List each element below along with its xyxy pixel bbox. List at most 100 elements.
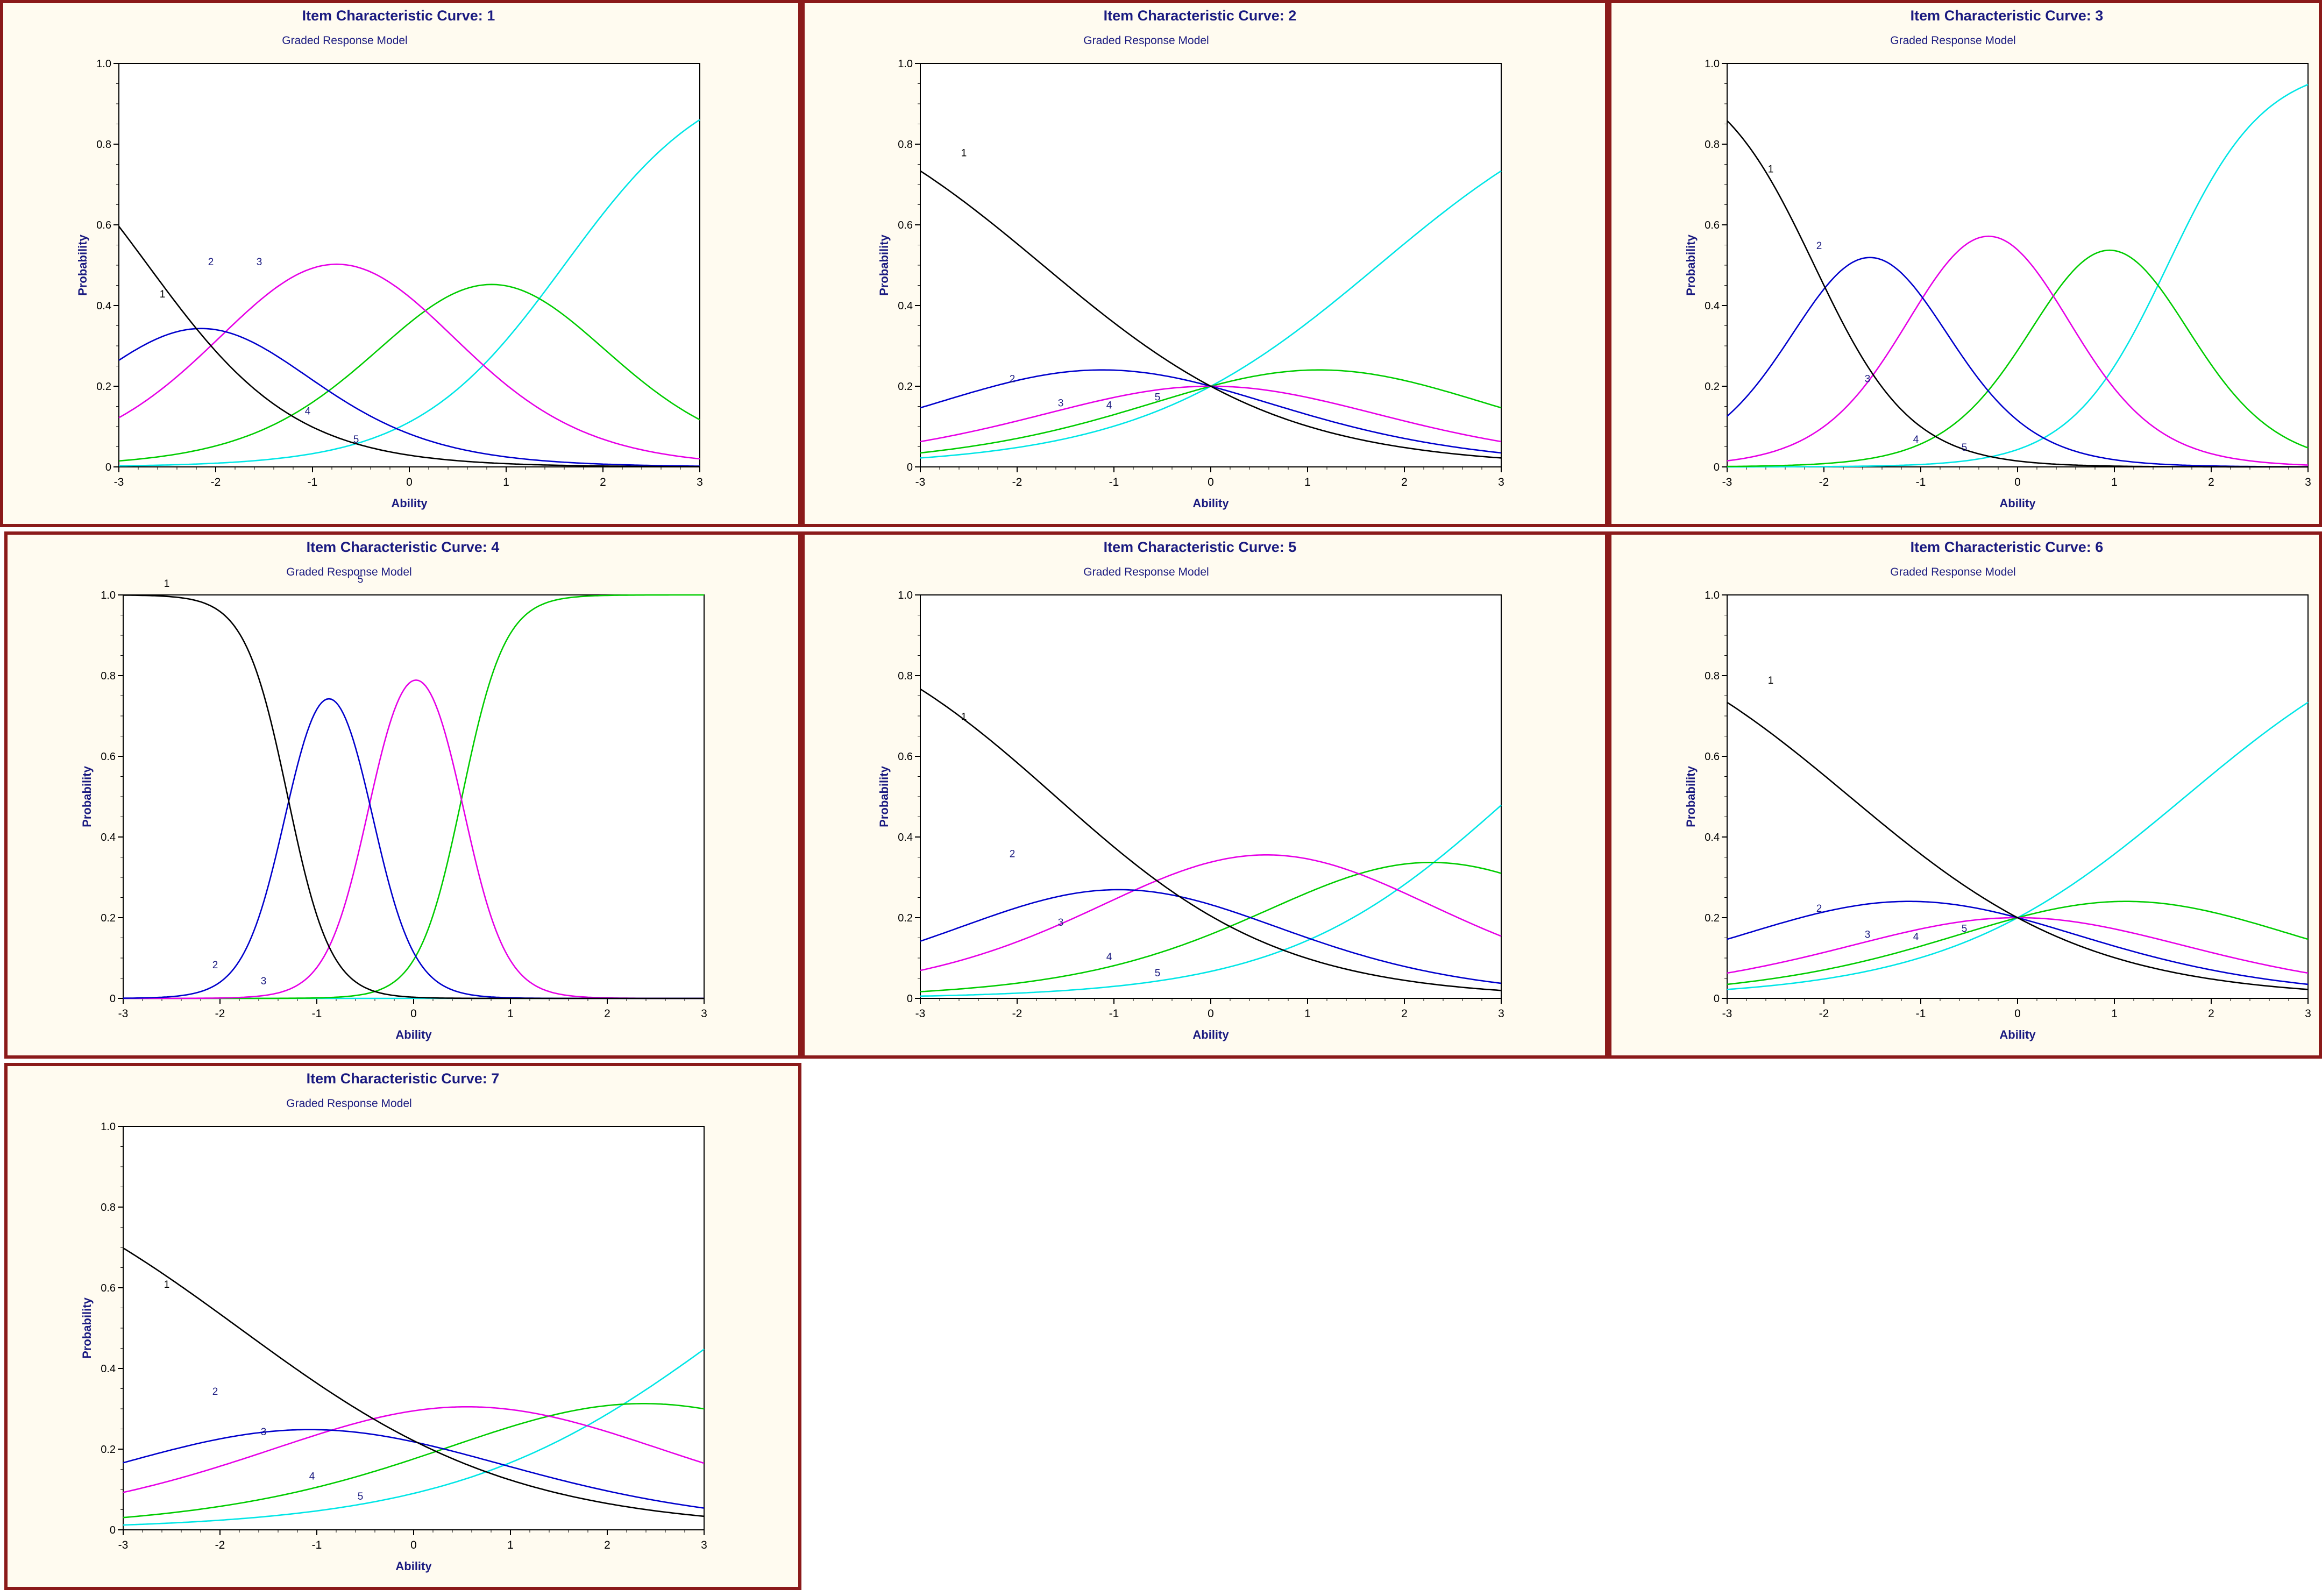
- y-tick-label: 0.2: [1705, 381, 1720, 393]
- x-tick-label: 3: [2305, 1008, 2311, 1020]
- series-label-2: 2: [1010, 849, 1016, 860]
- series-line-3: [118, 263, 700, 460]
- series-label-4: 4: [305, 406, 311, 417]
- y-tick-label: 1.0: [101, 1121, 116, 1133]
- y-axis-label: Probability: [80, 1297, 94, 1358]
- x-tick-label: -1: [1916, 476, 1926, 488]
- x-tick-label: -1: [312, 1008, 322, 1020]
- series-label-4: 4: [1106, 952, 1112, 963]
- y-tick-label: 0: [105, 462, 111, 473]
- x-tick-label: 1: [1304, 1008, 1311, 1020]
- x-tick-label: 0: [2014, 1008, 2021, 1020]
- series-label-5: 5: [1962, 923, 1968, 934]
- y-tick-label: 0.6: [101, 751, 116, 763]
- series-label-5: 5: [353, 434, 359, 445]
- x-tick-label: 2: [2208, 476, 2214, 488]
- chart-title: Item Characteristic Curve: 7: [307, 1070, 500, 1087]
- series-line-5: [123, 1349, 705, 1526]
- x-tick-label: -2: [1819, 476, 1829, 488]
- y-tick-label: 0: [110, 993, 116, 1005]
- x-tick-label: 3: [2305, 476, 2311, 488]
- icc-panel-2: Item Characteristic Curve: 2 Graded Respo…: [801, 0, 1608, 527]
- x-tick-label: -2: [1012, 476, 1022, 488]
- plot-area: [1727, 594, 2309, 999]
- x-tick-label: -1: [1109, 1008, 1119, 1020]
- x-tick-label: -3: [118, 1539, 129, 1551]
- x-tick-label: -2: [211, 476, 221, 488]
- series-line-2: [118, 328, 700, 467]
- y-tick-label: 0.4: [898, 832, 913, 843]
- series-line-4: [123, 1402, 705, 1519]
- chart-title: Item Characteristic Curve: 5: [1104, 539, 1297, 555]
- plot-area: [123, 1126, 705, 1530]
- y-axis-label: Probability: [76, 234, 89, 295]
- y-tick-label: 0: [907, 993, 913, 1005]
- y-tick-label: 0.2: [101, 1444, 116, 1456]
- series-line-5: [920, 804, 1502, 997]
- y-tick-label: 0: [907, 462, 913, 473]
- y-axis-label: Probability: [1684, 234, 1698, 295]
- x-axis-label: Ability: [1192, 1028, 1229, 1041]
- series-label-3: 3: [1058, 917, 1064, 928]
- series-label-1: 1: [961, 148, 967, 159]
- x-tick-label: -3: [118, 1008, 129, 1020]
- series-label-4: 4: [1913, 931, 1919, 942]
- icc-chart-6: Item Characteristic Curve: 6 Graded Respo…: [1684, 539, 2311, 1041]
- y-tick-label: 0.8: [1705, 670, 1720, 682]
- chart-title: Item Characteristic Curve: 3: [1911, 8, 2104, 24]
- y-tick-label: 0.8: [101, 1202, 116, 1214]
- series-line-2: [920, 889, 1502, 984]
- x-tick-label: 2: [2208, 1008, 2214, 1020]
- series-line-4: [118, 283, 700, 462]
- series-label-2: 2: [212, 960, 218, 971]
- x-tick-label: -3: [1722, 476, 1732, 488]
- series-label-1: 1: [961, 712, 967, 723]
- y-tick-label: 0.4: [101, 832, 116, 843]
- series-label-2: 2: [1816, 903, 1822, 914]
- series-line-1: [1727, 120, 2308, 468]
- series-line-4: [920, 861, 1502, 992]
- x-tick-label: -3: [1722, 1008, 1732, 1020]
- icc-panel-3: Item Characteristic Curve: 3 Graded Respo…: [1608, 0, 2322, 527]
- x-tick-label: -1: [308, 476, 318, 488]
- icc-chart-2: Item Characteristic Curve: 2 Graded Respo…: [877, 8, 1504, 510]
- series-line-1: [920, 688, 1502, 991]
- x-tick-label: -2: [215, 1008, 225, 1020]
- chart-title: Item Characteristic Curve: 2: [1104, 8, 1297, 24]
- plot-area: [1727, 63, 2309, 467]
- y-tick-label: 0: [1714, 462, 1720, 473]
- y-tick-label: 0.6: [898, 751, 913, 763]
- x-tick-label: 3: [701, 1539, 707, 1551]
- y-tick-label: 0.8: [96, 139, 111, 151]
- y-axis-label: Probability: [1684, 765, 1698, 827]
- icc-chart-7: Item Characteristic Curve: 7 Graded Respo…: [80, 1070, 707, 1573]
- x-tick-label: 0: [406, 476, 413, 488]
- plot-area: [118, 63, 700, 467]
- y-tick-label: 0.4: [96, 300, 111, 312]
- x-tick-label: 1: [503, 476, 509, 488]
- series-label-5: 5: [1155, 392, 1161, 403]
- y-tick-label: 0.4: [1705, 300, 1720, 312]
- y-axis-label: Probability: [877, 765, 891, 827]
- plot-area: [920, 594, 1502, 999]
- x-tick-label: 2: [604, 1539, 610, 1551]
- y-tick-label: 0.2: [898, 381, 913, 393]
- series-line-1: [1727, 701, 2309, 990]
- x-tick-label: 3: [701, 1008, 707, 1020]
- chart-subtitle: Graded Response Model: [1083, 566, 1209, 578]
- series-line-1: [118, 226, 700, 467]
- y-tick-label: 0.2: [101, 912, 116, 924]
- series-line-3: [920, 854, 1502, 971]
- series-line-3: [123, 1406, 705, 1493]
- plot-area: [123, 594, 705, 999]
- series-label-4: 4: [309, 1471, 315, 1482]
- chart-subtitle: Graded Response Model: [286, 566, 411, 578]
- x-tick-label: 3: [1498, 476, 1504, 488]
- x-axis-label: Ability: [1999, 1028, 2036, 1041]
- series-label-1: 1: [1768, 675, 1774, 686]
- x-tick-label: 0: [2014, 476, 2021, 488]
- icc-panel-7: Item Characteristic Curve: 7 Graded Respo…: [4, 1063, 801, 1590]
- x-tick-label: 0: [1208, 1008, 1214, 1020]
- x-tick-label: 2: [604, 1008, 610, 1020]
- y-tick-label: 0.8: [898, 670, 913, 682]
